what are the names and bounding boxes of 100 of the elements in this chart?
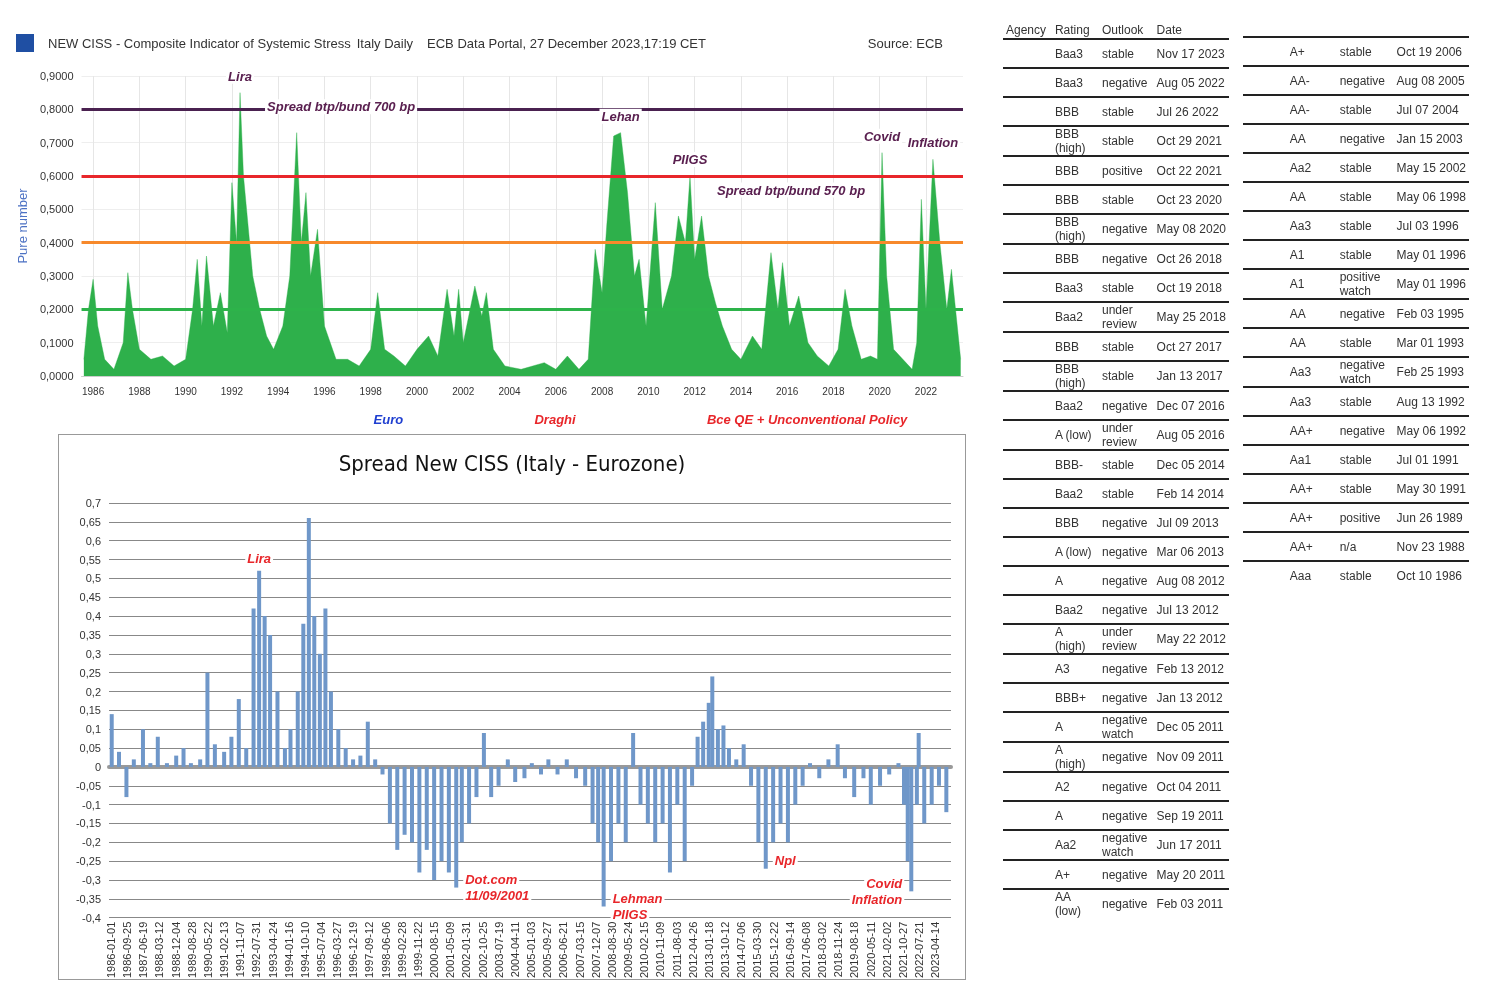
text: AA- xyxy=(1288,101,1311,119)
text: under review xyxy=(1101,420,1138,450)
text: n/a xyxy=(1338,538,1358,556)
x-tick-label: 1992-07-31 xyxy=(250,921,263,979)
text: Aug 08 2012 xyxy=(1155,572,1226,590)
bar xyxy=(741,744,746,767)
bar xyxy=(800,766,805,786)
bar xyxy=(771,766,776,843)
x-tick-label: 2022 xyxy=(914,385,938,397)
text: Jun 17 2011 xyxy=(1155,837,1223,854)
annotation: Spread btp/bund 570 bp xyxy=(717,182,866,198)
text: negative xyxy=(1101,749,1149,766)
bar xyxy=(564,759,569,767)
annotation: Covid xyxy=(866,875,904,891)
text: A xyxy=(1053,572,1064,590)
x-tick-label: 1996-03-27 xyxy=(331,921,344,979)
x-tick-label: 2010-02-15 xyxy=(638,921,651,979)
text: Jan 13 2017 xyxy=(1155,368,1224,385)
x-tick-label: 2007-12-07 xyxy=(589,921,602,979)
bar xyxy=(140,729,145,767)
x-tick-label: 1992 xyxy=(220,385,244,397)
bar xyxy=(222,751,227,767)
bar xyxy=(229,736,234,767)
text: stable xyxy=(1101,279,1136,297)
bar xyxy=(682,766,687,862)
bar xyxy=(601,766,606,907)
category-label: Rating xyxy=(1053,22,1091,39)
annotation: Covid xyxy=(863,128,902,144)
text: Aa3 xyxy=(1288,393,1313,411)
text: Aa2 xyxy=(1053,837,1078,854)
text: Nov 09 2011 xyxy=(1155,749,1225,766)
bar xyxy=(645,766,650,824)
text: negative xyxy=(1101,221,1149,238)
text: A1 xyxy=(1288,276,1306,293)
bar xyxy=(749,766,754,786)
x-tick-label: 2010 xyxy=(637,385,660,397)
x-tick-label: 2012-04-26 xyxy=(686,921,699,979)
x-tick-label: 2020-05-11 xyxy=(864,921,877,978)
y-tick-label: 0,3000 xyxy=(39,270,74,282)
y-tick-label: 0,25 xyxy=(79,666,101,679)
bar xyxy=(690,766,695,786)
x-tick-label: 2011-08-03 xyxy=(670,921,683,978)
text: Sep 19 2011 xyxy=(1155,807,1225,825)
bar xyxy=(609,766,614,862)
y-axis-title: Pure number xyxy=(15,187,30,264)
x-tick-label: 2010-11-09 xyxy=(654,921,667,978)
text: stable xyxy=(1101,191,1136,209)
text: ECB Data Portal, 27 December 2023,17:19 CET xyxy=(427,35,706,51)
x-tick-label: 2009-05-24 xyxy=(622,921,635,979)
bar xyxy=(164,763,169,767)
text: Baa3 xyxy=(1053,45,1084,63)
text: Mar 06 2013 xyxy=(1155,543,1225,561)
text: A xyxy=(1053,719,1064,736)
text: negative xyxy=(1101,74,1149,92)
text: Aa3 xyxy=(1288,217,1313,235)
text: Draghi xyxy=(534,412,576,427)
text: AA+ xyxy=(1288,538,1314,556)
text: May 30 1991 xyxy=(1395,480,1467,498)
x-tick-label: 2012 xyxy=(683,385,707,397)
text: Jan 15 2003 xyxy=(1395,130,1464,148)
x-tick-label: 2021-02-02 xyxy=(880,921,893,979)
y-tick-label: -0,25 xyxy=(75,855,101,868)
y-tick-label: 0,2 xyxy=(85,685,101,698)
x-tick-label: 1998 xyxy=(359,385,383,397)
category-label: Outlook xyxy=(1101,22,1145,39)
bar xyxy=(328,691,333,767)
text: AA xyxy=(1288,305,1307,323)
text: A3 xyxy=(1053,660,1071,678)
text: Mar 01 1993 xyxy=(1395,334,1465,352)
text: BBB xyxy=(1053,338,1080,356)
text: negative xyxy=(1101,250,1149,268)
bar xyxy=(373,759,378,767)
bar xyxy=(660,766,665,824)
text: Aa1 xyxy=(1288,451,1313,469)
text: Oct 19 2018 xyxy=(1155,279,1223,297)
text: stable xyxy=(1338,334,1373,352)
bar xyxy=(861,766,866,779)
text: negative xyxy=(1338,72,1387,90)
x-tick-label: 2015-12-22 xyxy=(767,921,780,979)
x-tick-label: 2023-04-14 xyxy=(929,921,942,979)
bar xyxy=(212,744,217,767)
bar xyxy=(343,748,348,767)
text: stable xyxy=(1338,159,1373,177)
text: Oct 27 2017 xyxy=(1155,338,1223,356)
x-tick-label: 2019-08-18 xyxy=(848,921,861,979)
bar xyxy=(205,672,210,767)
x-tick-label: 1986 xyxy=(81,385,105,397)
bar xyxy=(808,763,813,767)
text: Feb 25 1993 xyxy=(1395,364,1465,381)
bar xyxy=(275,691,280,767)
x-tick-label: 1989-08-28 xyxy=(185,921,198,979)
x-tick-label: 2014-07-06 xyxy=(735,921,748,979)
text: negative xyxy=(1101,896,1149,913)
x-tick-label: 1998-06-06 xyxy=(379,921,392,979)
text: negative xyxy=(1101,866,1149,884)
x-tick-label: 1997-09-12 xyxy=(363,921,376,979)
y-tick-label: 0,55 xyxy=(79,553,101,566)
y-tick-label: 0,0000 xyxy=(39,370,74,382)
text: stable xyxy=(1101,133,1136,150)
text: Jul 01 1991 xyxy=(1395,451,1460,469)
